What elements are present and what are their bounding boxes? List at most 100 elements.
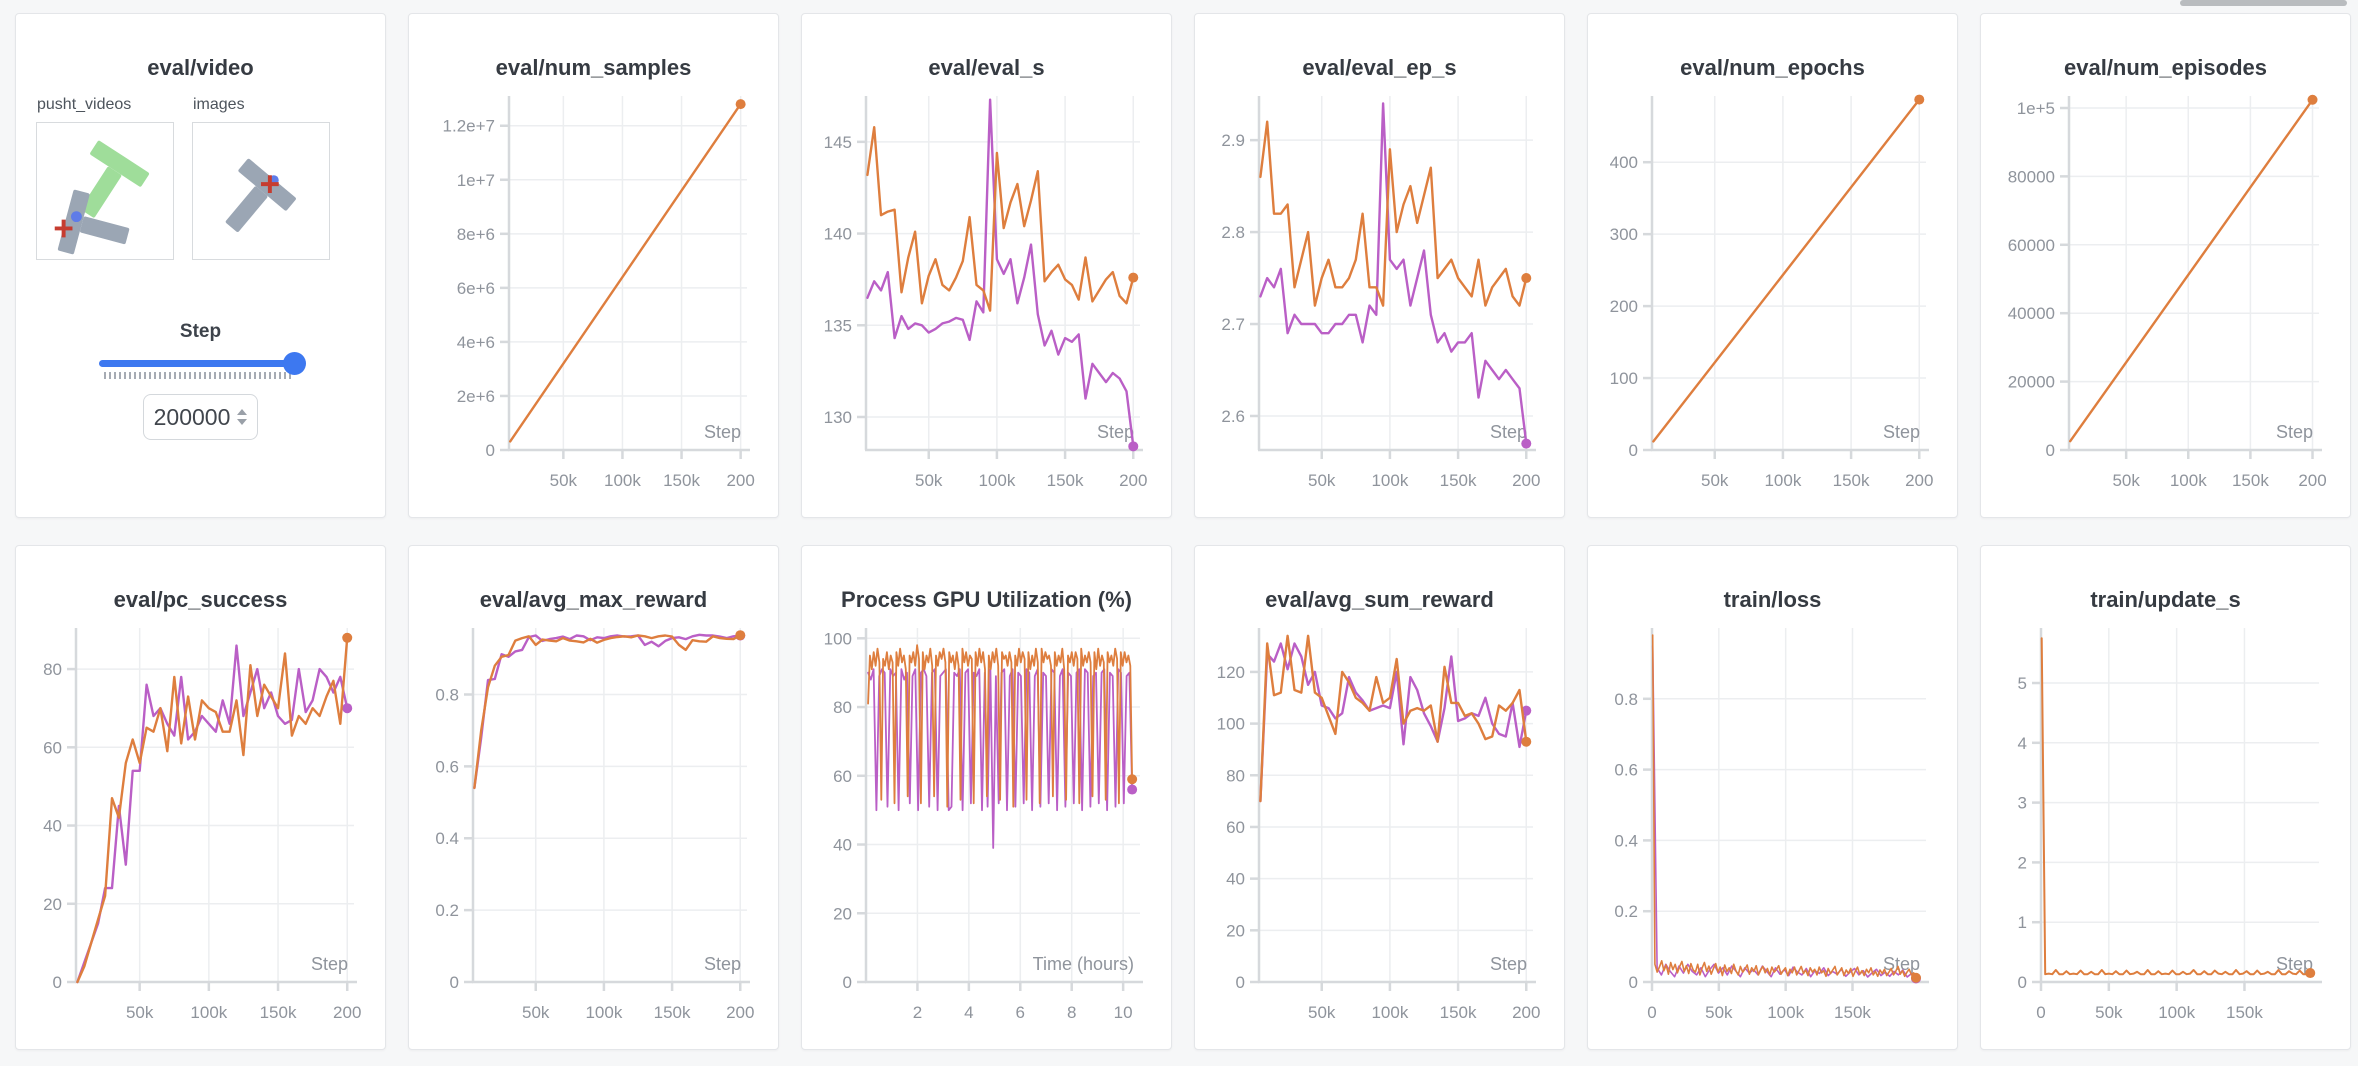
chart-canvas-eval-s[interactable]: 130 135 140 145 50k 100k 150k 200 Step — [802, 82, 1171, 518]
target-cross — [261, 175, 279, 194]
chart-panel-eval-s[interactable]: eval/eval_s 130 135 140 145 50k 100k 150k 200 St… — [801, 13, 1172, 518]
svg-text:2.9: 2.9 — [1221, 131, 1245, 150]
svg-text:150k: 150k — [1440, 1003, 1477, 1022]
green-t-shape — [80, 140, 150, 218]
svg-text:0: 0 — [1629, 973, 1638, 992]
svg-text:150k: 150k — [2232, 471, 2269, 490]
svg-text:100k: 100k — [978, 471, 1015, 490]
media-thumb-pusht-videos[interactable]: pusht_videos — [36, 96, 174, 265]
horizontal-scrollbar-thumb[interactable] — [2180, 0, 2347, 6]
chart-panel-train-update-s[interactable]: train/update_s 0 1 2 3 4 5 0 50k 100k 150k Step — [1980, 545, 2351, 1050]
svg-text:2e+6: 2e+6 — [457, 387, 495, 406]
step-slider[interactable] — [98, 352, 306, 376]
chart-title: eval/num_epochs — [1680, 55, 1865, 80]
step-number-input[interactable]: 200000 — [143, 394, 258, 441]
svg-text:200: 200 — [726, 1003, 754, 1022]
svg-text:130: 130 — [824, 408, 852, 427]
svg-text:40: 40 — [43, 817, 62, 836]
chart-title: eval/eval_s — [928, 55, 1045, 80]
slider-handle[interactable] — [282, 352, 306, 376]
svg-text:50k: 50k — [2095, 1003, 2123, 1022]
svg-text:40: 40 — [1226, 870, 1245, 889]
svg-text:4: 4 — [964, 1003, 973, 1022]
svg-text:50k: 50k — [1308, 471, 1336, 490]
svg-text:2: 2 — [2018, 854, 2027, 873]
chart-canvas-eval-ep-s[interactable]: 2.6 2.7 2.8 2.9 50k 100k 150k 200 Step — [1195, 82, 1564, 518]
svg-text:8: 8 — [1067, 1003, 1076, 1022]
chart-panel-eval-ep-s[interactable]: eval/eval_ep_s 2.6 2.7 2.8 2.9 50k 100k 150k 20… — [1194, 13, 1565, 518]
svg-text:0: 0 — [450, 973, 459, 992]
chart-title: eval/avg_max_reward — [479, 587, 708, 612]
chart-panel-avg-max-reward[interactable]: eval/avg_max_reward 0 0.2 0.4 0.6 0.8 50k 100k… — [408, 545, 779, 1050]
chart-panel-num-episodes[interactable]: eval/num_episodes 0 20000 40000 60000 80000 1… — [1980, 13, 2351, 518]
chart-canvas-avg-sum-reward[interactable]: 0 20 40 60 80 100 120 50k 100k 150k 200 Step — [1195, 614, 1564, 1050]
media-thumb-images[interactable]: images — [192, 96, 330, 265]
chart-canvas-num-epochs[interactable]: 0 100 200 300 400 50k 100k 150k 200 Step — [1588, 82, 1957, 518]
svg-text:150k: 150k — [260, 1003, 297, 1022]
svg-text:Step: Step — [1097, 422, 1134, 442]
increment-icon[interactable] — [237, 409, 248, 416]
svg-text:400: 400 — [1610, 153, 1638, 172]
svg-text:2: 2 — [913, 1003, 922, 1022]
gray-t-shape — [225, 158, 296, 233]
chart-canvas-pc-success[interactable]: 0 20 40 60 80 50k 100k 150k 200 Step — [16, 614, 385, 1050]
svg-text:80: 80 — [833, 698, 852, 717]
chart-panel-avg-sum-reward[interactable]: eval/avg_sum_reward 0 20 40 60 80 100 120 50k 10… — [1194, 545, 1565, 1050]
svg-text:Step: Step — [2276, 422, 2313, 442]
svg-text:100: 100 — [1217, 715, 1245, 734]
chart-canvas-train-update-s[interactable]: 0 1 2 3 4 5 0 50k 100k 150k Step — [1981, 614, 2350, 1050]
svg-text:Time (hours): Time (hours) — [1033, 954, 1134, 974]
chart-title: eval/avg_sum_reward — [1265, 587, 1494, 612]
image-preview[interactable] — [192, 122, 330, 261]
svg-text:8e+6: 8e+6 — [457, 225, 495, 244]
pusht-video-preview[interactable] — [36, 122, 174, 261]
svg-text:Step: Step — [1490, 954, 1527, 974]
svg-text:0.4: 0.4 — [435, 829, 459, 848]
svg-text:0.6: 0.6 — [435, 758, 459, 777]
chart-title: eval/num_episodes — [2064, 55, 2267, 80]
svg-text:20: 20 — [833, 904, 852, 923]
svg-text:20: 20 — [1226, 922, 1245, 941]
chart-title: Process GPU Utilization (%) — [841, 587, 1132, 612]
chart-canvas-num-episodes[interactable]: 0 20000 40000 60000 80000 1e+5 50k 100k 150k 200 S… — [1981, 82, 2350, 518]
svg-text:100k: 100k — [1371, 471, 1408, 490]
chart-panel-gpu-utilization[interactable]: Process GPU Utilization (%) 0 20 40 60 80 100… — [801, 545, 1172, 1050]
chart-panel-train-loss[interactable]: train/loss 0 0.2 0.4 0.6 0.8 0 50k 100k 150k Step — [1587, 545, 1958, 1050]
chart-panel-num-epochs[interactable]: eval/num_epochs 0 100 200 300 400 50k 100k 150k… — [1587, 13, 1958, 518]
decrement-icon[interactable] — [237, 419, 248, 426]
agent-dot — [71, 211, 82, 223]
svg-text:60: 60 — [43, 738, 62, 757]
chart-panel-num-samples[interactable]: eval/num_samples 0 2e+6 4e+6 6e+6 8e+6 1e+7 1.… — [408, 13, 779, 518]
media-label: images — [193, 96, 245, 114]
svg-text:120: 120 — [1217, 663, 1245, 682]
svg-text:1.2e+7: 1.2e+7 — [443, 117, 495, 136]
svg-text:50k: 50k — [126, 1003, 154, 1022]
chart-panel-pc-success[interactable]: eval/pc_success 0 20 40 60 80 50k 100k 150k 200 S… — [15, 545, 386, 1050]
svg-text:80000: 80000 — [2008, 168, 2055, 187]
svg-text:10: 10 — [1114, 1003, 1133, 1022]
svg-text:140: 140 — [824, 225, 852, 244]
chart-canvas-num-samples[interactable]: 0 2e+6 4e+6 6e+6 8e+6 1e+7 1.2e+7 50k 100k 150k 20… — [409, 82, 778, 518]
slider-tick-ruler — [104, 372, 294, 380]
chart-title: eval/eval_ep_s — [1302, 55, 1457, 80]
chart-canvas-avg-max-reward[interactable]: 0 0.2 0.4 0.6 0.8 50k 100k 150k 200 Step — [409, 614, 778, 1050]
panel-title-eval-video: eval/video — [147, 55, 254, 80]
stepper-arrows[interactable] — [237, 409, 248, 426]
svg-text:0: 0 — [2046, 441, 2055, 460]
svg-text:100k: 100k — [2170, 471, 2207, 490]
svg-text:Step: Step — [1883, 422, 1920, 442]
svg-text:6e+6: 6e+6 — [457, 279, 495, 298]
panel-grid: eval/video pusht_videos — [15, 13, 2351, 1050]
media-row: pusht_videos images — [16, 80, 385, 265]
chart-title: eval/num_samples — [495, 55, 692, 80]
slider-track[interactable] — [98, 360, 303, 368]
chart-title: eval/pc_success — [113, 587, 288, 612]
panel-eval-video[interactable]: eval/video pusht_videos — [15, 13, 386, 518]
svg-text:2.6: 2.6 — [1221, 407, 1245, 426]
step-value[interactable]: 200000 — [153, 403, 231, 430]
svg-text:50k: 50k — [550, 471, 578, 490]
svg-text:100: 100 — [1610, 369, 1638, 388]
chart-canvas-gpu-utilization[interactable]: 0 20 40 60 80 100 2 4 6 8 10 Time (hours) — [802, 614, 1171, 1050]
